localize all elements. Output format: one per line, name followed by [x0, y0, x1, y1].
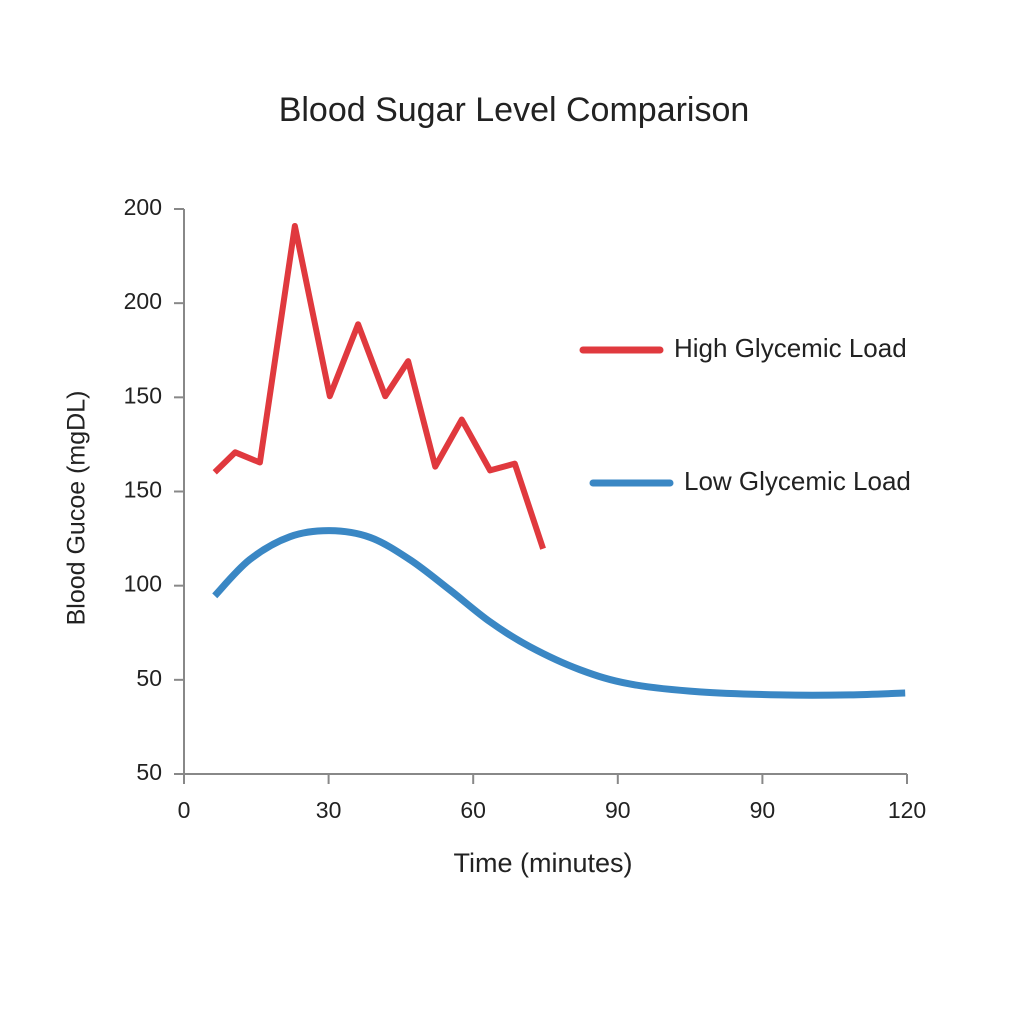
x-tick-label: 30: [316, 797, 342, 823]
legend-label: High Glycemic Load: [674, 333, 907, 363]
legend-label: Low Glycemic Load: [684, 466, 911, 496]
y-tick-label: 200: [124, 288, 162, 314]
x-axis-label: Time (minutes): [453, 848, 632, 878]
x-tick-label: 120: [888, 797, 926, 823]
x-tick-label: 0: [178, 797, 191, 823]
y-tick-label: 50: [136, 665, 162, 691]
y-tick-label: 50: [136, 759, 162, 785]
y-tick-label: 150: [124, 382, 162, 408]
y-tick-label: 200: [124, 194, 162, 220]
y-tick-label: 100: [124, 571, 162, 597]
x-tick-label: 60: [460, 797, 486, 823]
data-line: [212, 527, 906, 699]
y-axis-label: Blood Gucoe (mgDL): [63, 391, 91, 626]
x-tick-label: 90: [605, 797, 631, 823]
y-tick-label: 150: [124, 477, 162, 503]
data-line: [212, 222, 546, 550]
x-tick-label: 90: [750, 797, 776, 823]
chart-title: Blood Sugar Level Comparison: [279, 91, 750, 129]
